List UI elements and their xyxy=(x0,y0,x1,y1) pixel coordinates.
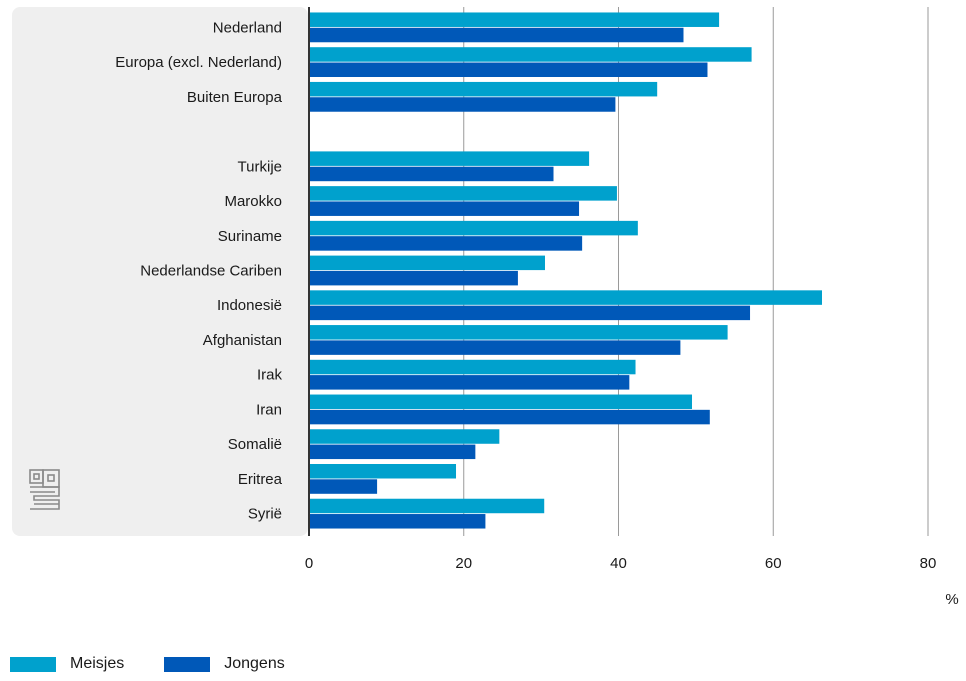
bar-meisjes xyxy=(309,151,590,166)
category-label: Turkije xyxy=(238,158,282,175)
legend-item-meisjes: Meisjes xyxy=(10,655,124,673)
bar-jongens xyxy=(309,514,486,529)
bar-meisjes xyxy=(309,12,720,27)
bar-jongens xyxy=(309,409,710,425)
category-label: Buiten Europa xyxy=(187,89,283,106)
legend: Meisjes Jongens xyxy=(10,655,325,673)
category-labels: Nederland Europa (excl. Nederland) Buiten … xyxy=(115,19,282,522)
category-label: Iran xyxy=(256,401,282,418)
bar-meisjes xyxy=(309,325,728,340)
bar-meisjes xyxy=(309,498,545,514)
tick-labels: 0 20 40 60 80 xyxy=(305,555,937,572)
bar-meisjes xyxy=(309,290,822,305)
tick-label-40: 40 xyxy=(610,555,627,572)
cbs-logo-icon xyxy=(29,469,60,510)
bar-meisjes xyxy=(309,186,617,201)
bar-meisjes xyxy=(309,359,636,375)
category-label: Afghanistan xyxy=(203,332,282,349)
bar-meisjes xyxy=(309,81,658,97)
category-label: Suriname xyxy=(218,228,282,245)
bar-jongens xyxy=(309,479,378,494)
legend-label-jongens: Jongens xyxy=(224,655,285,672)
category-label: Nederland xyxy=(213,19,282,36)
tick-label-80: 80 xyxy=(920,555,937,572)
tick-label-0: 0 xyxy=(305,555,313,572)
bar-meisjes xyxy=(309,464,457,479)
tick-label-20: 20 xyxy=(455,555,472,572)
bar-jongens xyxy=(309,27,684,43)
bar-meisjes xyxy=(309,429,500,444)
tick-label-60: 60 xyxy=(765,555,782,572)
bar-jongens xyxy=(309,340,681,355)
bar-jongens xyxy=(309,236,583,251)
bar-meisjes xyxy=(309,220,638,236)
bar-jongens xyxy=(309,201,580,216)
bar-jongens xyxy=(309,444,476,460)
bar-meisjes xyxy=(309,47,752,62)
unit-label: % xyxy=(945,591,958,608)
legend-label-meisjes: Meisjes xyxy=(70,655,125,672)
category-label: Marokko xyxy=(224,193,282,210)
bar-meisjes xyxy=(309,255,545,271)
legend-item-jongens: Jongens xyxy=(164,655,285,673)
category-label: Syrië xyxy=(248,506,282,523)
bar-jongens xyxy=(309,166,554,182)
category-label: Europa (excl. Nederland) xyxy=(115,54,282,71)
bar-meisjes xyxy=(309,394,693,410)
legend-swatch-meisjes xyxy=(10,656,56,672)
category-label: Irak xyxy=(257,367,283,384)
bar-jongens xyxy=(309,97,616,112)
bar-jongens xyxy=(309,62,708,77)
category-label: Somalië xyxy=(228,436,282,453)
bar-jongens xyxy=(309,375,630,390)
bar-jongens xyxy=(309,270,518,286)
category-label: Indonesië xyxy=(217,297,282,314)
legend-swatch-jongens xyxy=(164,656,211,672)
category-label: Nederlandse Cariben xyxy=(140,263,282,280)
category-label: Eritrea xyxy=(238,471,283,488)
bar-jongens xyxy=(309,305,751,321)
label-panel xyxy=(12,7,308,536)
bars xyxy=(309,12,822,529)
